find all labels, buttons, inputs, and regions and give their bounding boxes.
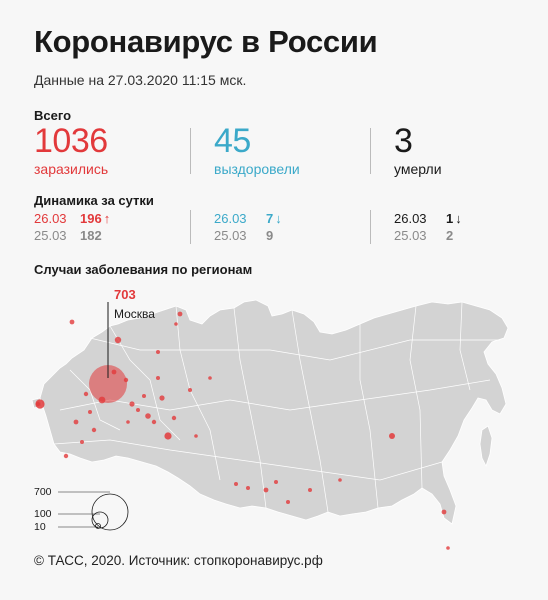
infected-dynamics-today: 26.03 196 ↑ [34,211,110,227]
value: 7 [266,211,274,226]
case-marker [171,415,177,421]
moscow-city-label: Москва [114,307,155,321]
case-marker [177,311,183,317]
case-marker [98,396,106,404]
recovered-label: выздоровели [214,161,300,177]
russia-map: 703 Москва 700 100 10 [31,287,509,550]
case-marker [91,427,97,433]
case-marker [145,413,151,419]
divider [370,210,371,244]
case-marker [194,434,198,438]
arrow-down-icon: ↓ [275,211,282,226]
moscow-case-marker [89,365,127,403]
divider [190,128,191,174]
case-marker [129,401,135,407]
case-marker [389,433,395,439]
value: 9 [266,228,274,243]
case-marker [151,419,157,425]
map-label: Случаи заболевания по регионам [34,262,253,277]
case-marker [446,546,450,550]
case-marker [156,350,160,354]
case-marker [263,487,269,493]
date: 26.03 [214,211,247,226]
source-footer: © ТАСС, 2020. Источник: стопкоронавирус.… [34,553,323,568]
date: 26.03 [394,211,427,226]
dynamics-label: Динамика за сутки [34,193,154,208]
case-marker [69,319,75,325]
deaths-label: умерли [394,161,442,177]
date: 25.03 [394,228,427,243]
case-marker [188,388,192,392]
case-marker [114,336,122,344]
legend-circle-700 [91,493,129,531]
recovered-dynamics-today: 26.03 7 ↓ [214,211,282,227]
case-marker [63,453,69,459]
value: 2 [446,228,454,243]
divider [370,128,371,174]
case-markers [35,311,450,550]
case-marker [308,488,312,492]
case-marker [286,500,290,504]
case-marker [73,419,79,425]
deaths-total: 3 умерли [394,122,442,178]
deaths-value: 3 [394,122,413,160]
moscow-cases-value: 703 [114,287,136,302]
case-marker [274,480,278,484]
case-marker [208,376,212,380]
deaths-dynamics-prev: 25.03 2 [394,228,453,244]
case-marker [159,395,165,401]
recovered-dynamics-prev: 25.03 9 [214,228,273,244]
value: 182 [80,228,102,243]
case-marker [136,408,140,412]
legend-label-100: 100 [34,508,52,520]
infected-value: 1036 [34,122,108,160]
totals-label: Всего [34,108,72,123]
case-marker [156,376,160,380]
case-marker [234,482,238,486]
page-title: Коронавирус в России [34,24,378,59]
infected-label: заразились [34,161,109,177]
value: 1 [446,211,454,226]
legend-circle-10 [95,523,101,529]
case-marker [83,391,89,397]
infected-total: 1036 заразились [34,122,108,178]
case-marker [174,322,178,326]
sakhalin-island [479,425,493,468]
data-timestamp: Данные на 27.03.2020 11:15 мск. [34,72,247,88]
case-marker [246,486,250,490]
size-legend: 700 100 10 [34,486,129,533]
divider [190,210,191,244]
case-marker [35,401,41,407]
value: 196 [80,211,102,226]
case-marker [142,394,146,398]
date: 26.03 [34,211,67,226]
russia-territory [39,299,509,525]
arrow-up-icon: ↑ [103,211,111,226]
deaths-dynamics-today: 26.03 1 ↓ [394,211,462,227]
case-marker [338,478,342,482]
date: 25.03 [214,228,247,243]
recovered-value: 45 [214,122,251,160]
legend-label-10: 10 [34,521,46,533]
case-marker [88,410,92,414]
case-marker [164,432,172,440]
case-marker [80,440,84,444]
case-marker [111,369,117,375]
case-marker [123,377,129,383]
recovered-total: 45 выздоровели [214,122,300,178]
infected-dynamics-prev: 25.03 182 [34,228,102,244]
legend-circle-100 [91,511,109,529]
arrow-down-icon: ↓ [455,211,462,226]
date: 25.03 [34,228,67,243]
case-marker [441,509,447,515]
case-marker [126,420,130,424]
legend-label-700: 700 [34,486,52,498]
